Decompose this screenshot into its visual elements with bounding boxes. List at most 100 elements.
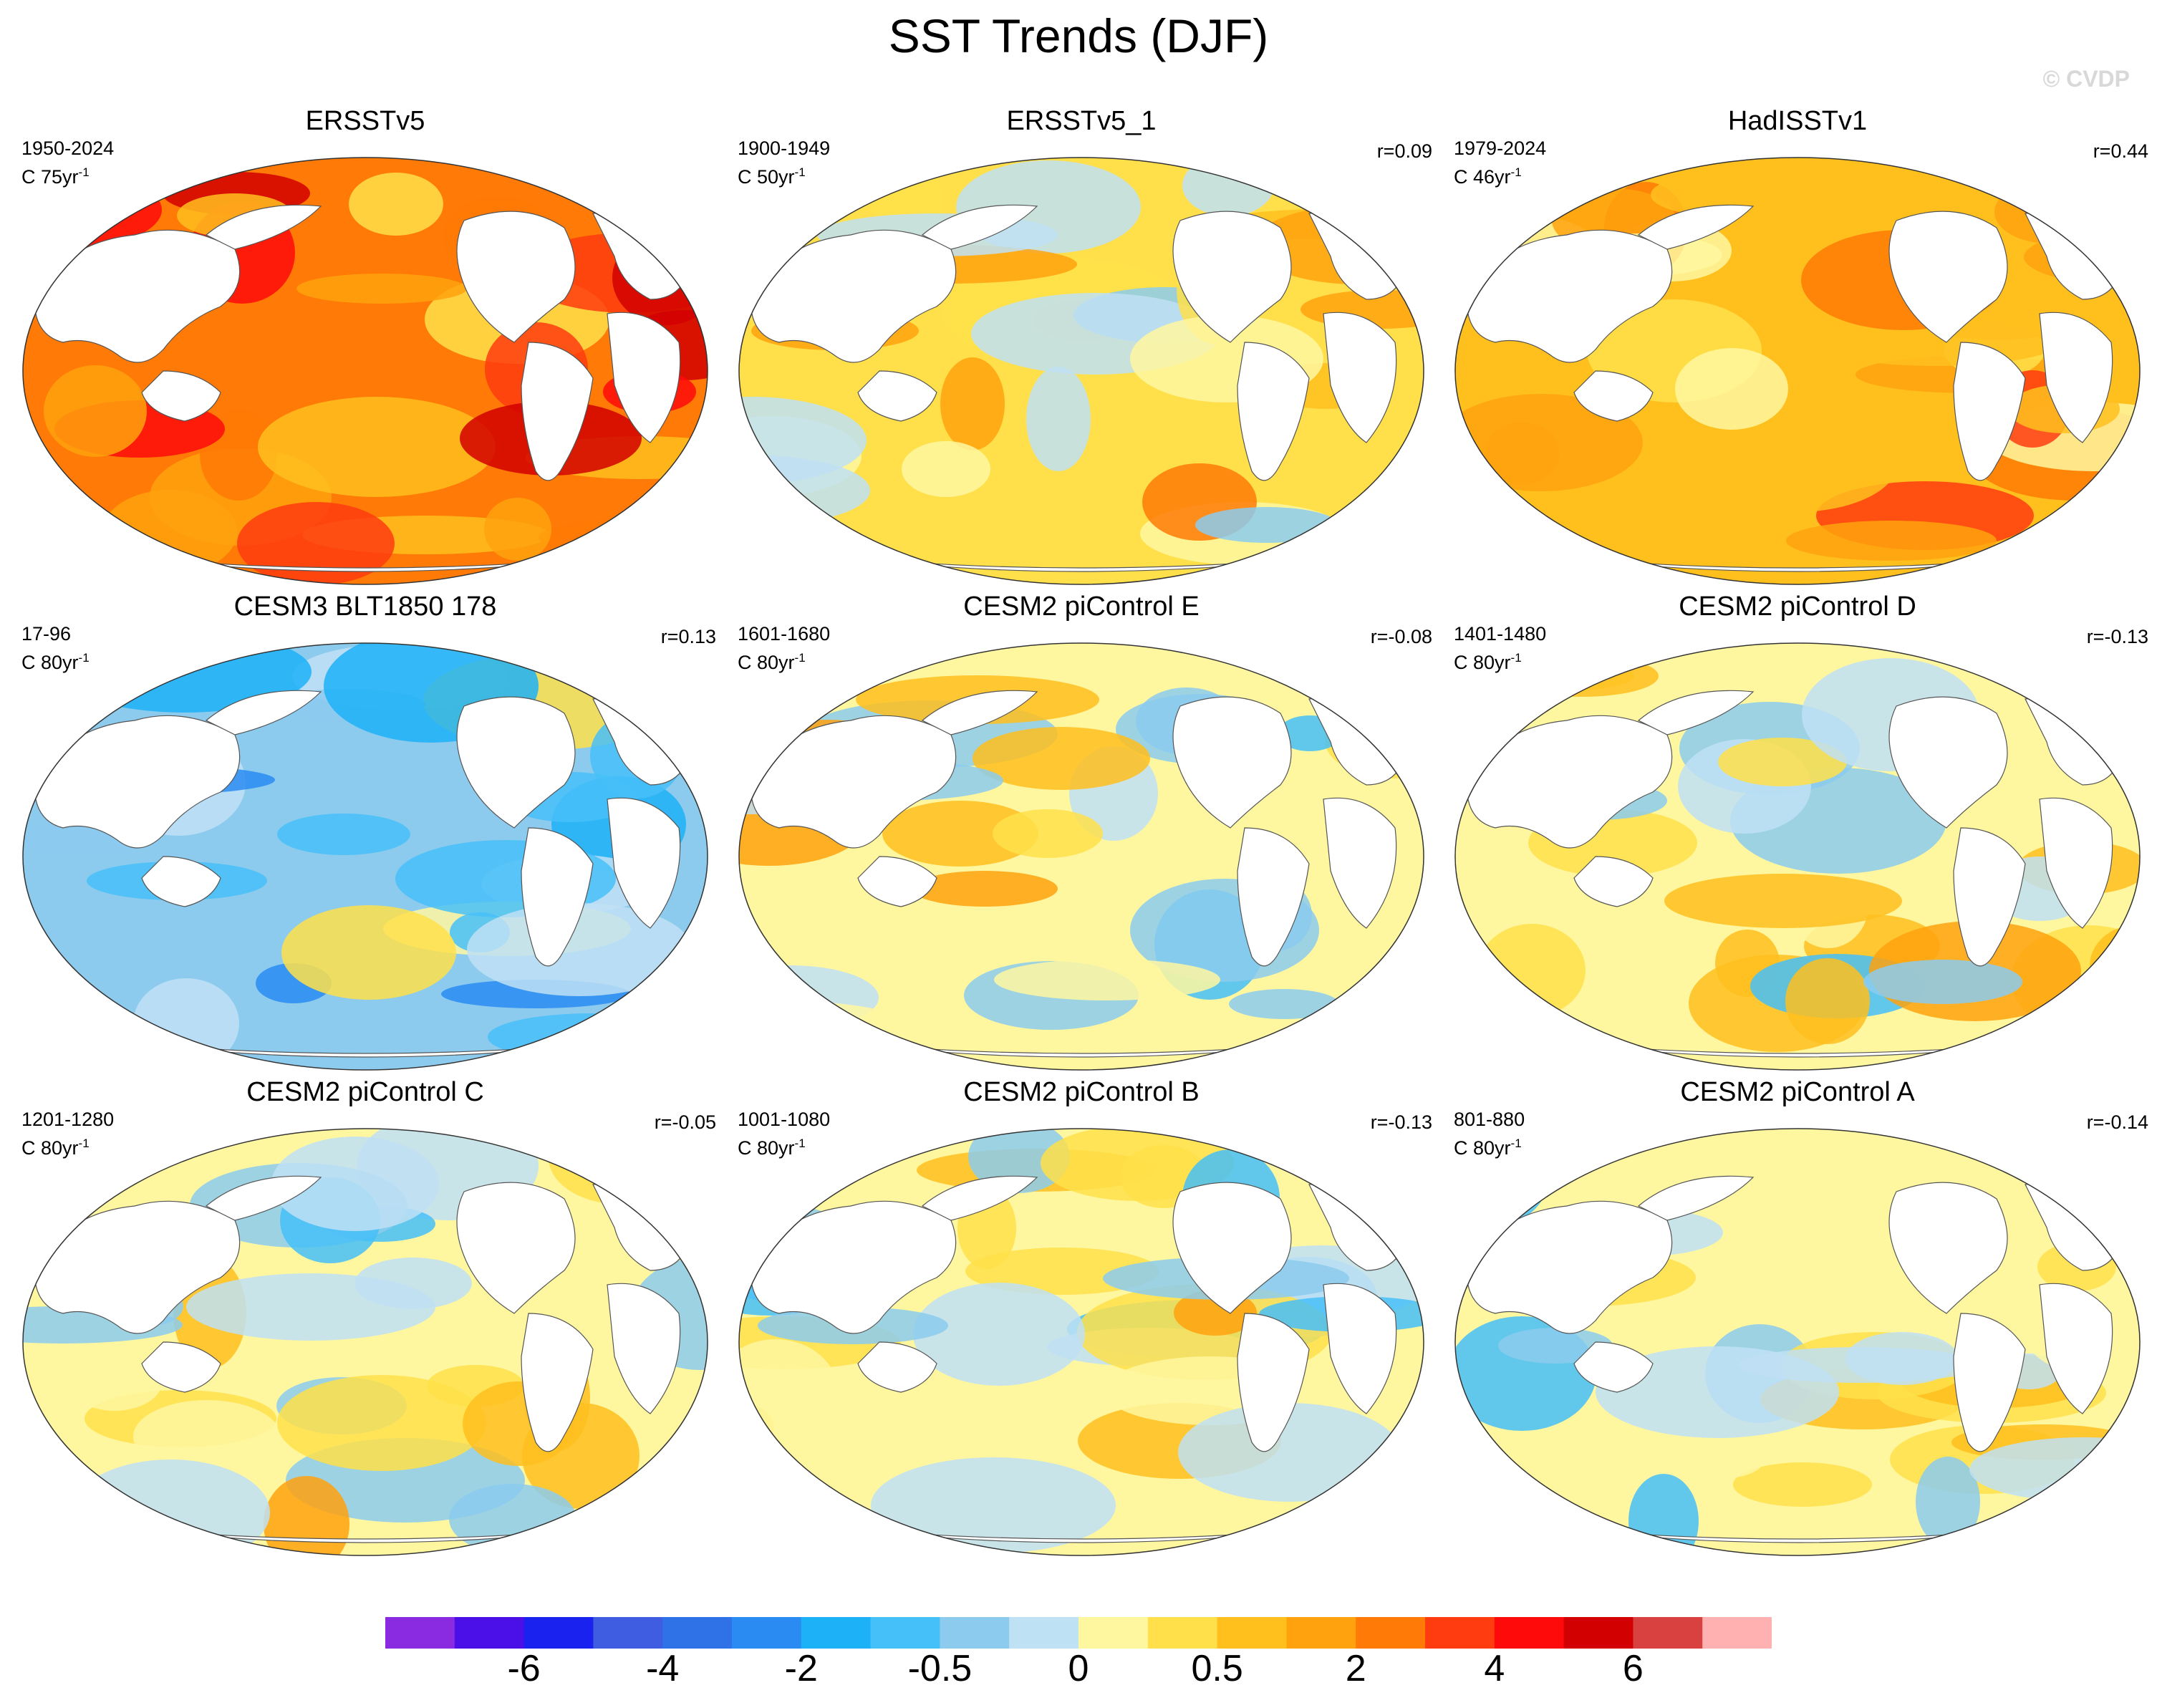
sst-anomaly-patch xyxy=(1636,1447,1762,1481)
sst-anomaly-patch xyxy=(620,175,708,241)
world-map xyxy=(22,1128,708,1556)
colorbar-swatch xyxy=(1286,1617,1356,1649)
sst-anomaly-patch xyxy=(1195,507,1338,543)
sst-anomaly-patch xyxy=(1786,521,1997,561)
colorbar-tick-label: 4 xyxy=(1484,1648,1505,1689)
land-mass xyxy=(1888,696,2008,829)
sst-anomaly-patch xyxy=(1485,423,1559,484)
period-years: 801-880 xyxy=(1454,1109,1525,1130)
sst-anomaly-patch xyxy=(1229,989,1339,1019)
land-mass xyxy=(521,827,594,967)
colorbar-swatch xyxy=(523,1617,594,1649)
land-mass xyxy=(1888,1182,2008,1314)
sst-anomaly-patch xyxy=(186,1273,435,1341)
colorbar xyxy=(385,1617,1772,1649)
sst-anomaly-patch xyxy=(871,1457,1116,1553)
trend-scale: C 75yr xyxy=(21,166,79,188)
land-mass xyxy=(1637,690,1755,735)
panel-correlation: r=-0.13 xyxy=(2086,626,2148,647)
land-mass xyxy=(857,370,937,422)
land-mass xyxy=(1237,342,1310,481)
panel-correlation: r=-0.08 xyxy=(1370,626,1432,647)
sst-field xyxy=(23,643,708,1070)
panel-title: CESM3 BLT1850 178 xyxy=(233,592,497,622)
land-mass xyxy=(1323,312,1397,443)
map-outline xyxy=(1454,642,2141,1071)
colorbar-swatch xyxy=(1563,1617,1634,1649)
sst-anomaly-patch xyxy=(1916,1457,1980,1547)
trend-exponent: -1 xyxy=(1510,165,1522,179)
panel-title: CESM2 piControl B xyxy=(963,1077,1200,1107)
sst-anomaly-patch xyxy=(1785,958,1870,1044)
period-years: 1201-1280 xyxy=(21,1109,115,1130)
period-years: 17-96 xyxy=(21,623,72,645)
sst-anomaly-patch xyxy=(258,397,496,497)
land-mass xyxy=(1466,715,1673,849)
panel-title: CESM2 piControl C xyxy=(246,1077,484,1107)
map-outline xyxy=(1454,1128,2141,1556)
land-mass xyxy=(750,229,957,363)
map-panel-cesm2-picontrol-e: CESM2 piControl E 1601-1680 C 80yr-1 r=-0… xyxy=(723,592,1439,1071)
sst-anomaly-patch xyxy=(913,1283,1085,1386)
sst-field xyxy=(23,1129,708,1555)
sst-anomaly-patch xyxy=(1718,738,1847,786)
panel-correlation: r=-0.05 xyxy=(654,1111,716,1133)
land-mass xyxy=(1237,1313,1310,1452)
trend-exponent: -1 xyxy=(794,651,806,665)
land-mass xyxy=(607,797,681,929)
sst-anomaly-patch xyxy=(277,1375,486,1471)
sst-anomaly-patch xyxy=(281,905,456,1000)
land-mass xyxy=(205,204,322,250)
land-mass xyxy=(2039,312,2113,443)
trend-exponent: -1 xyxy=(1510,1137,1522,1150)
land-mass xyxy=(921,204,1038,250)
trend-scale: C 80yr xyxy=(1454,652,1511,673)
land-mass xyxy=(34,1200,241,1334)
sst-field xyxy=(739,1129,1424,1555)
panel-period: 1201-1280 C 80yr-1 xyxy=(21,1107,114,1160)
trend-exponent: -1 xyxy=(794,1137,806,1150)
land-mass xyxy=(1466,229,1673,363)
colorbar-tick-label: 0 xyxy=(1068,1648,1089,1689)
land-mass xyxy=(141,1341,221,1393)
colorbar-labels: -6 -4 -2 -0.5 0 0.5 2 4 6 xyxy=(385,1647,1772,1704)
colorbar-swatch xyxy=(1494,1617,1565,1649)
trend-exponent: -1 xyxy=(1510,651,1522,665)
panel-correlation: r=0.09 xyxy=(1376,140,1432,162)
panel-correlation: r=-0.14 xyxy=(2086,1111,2148,1133)
land-mass xyxy=(456,211,576,343)
land-mass xyxy=(141,370,221,422)
sst-anomaly-patch xyxy=(484,498,551,561)
land-mass xyxy=(1573,370,1654,422)
map-outline xyxy=(738,157,1424,585)
colorbar-swatch xyxy=(1356,1617,1426,1649)
map-outline xyxy=(738,642,1424,1071)
sst-anomaly-patch xyxy=(1733,1462,1872,1507)
map-outline xyxy=(738,1128,1424,1556)
land-mass xyxy=(607,312,681,443)
trend-exponent: -1 xyxy=(78,1137,90,1150)
sst-anomaly-patch xyxy=(912,871,1058,907)
panel-title: CESM2 piControl A xyxy=(1680,1077,1915,1107)
colorbar-swatch xyxy=(1147,1617,1218,1649)
land-mass xyxy=(857,856,937,907)
land-mass xyxy=(1172,1182,1292,1314)
world-map xyxy=(1454,157,2141,585)
colorbar-swatch xyxy=(940,1617,1010,1649)
sst-anomaly-patch xyxy=(1863,960,2022,1004)
sst-anomaly-patch xyxy=(1694,413,1898,512)
land-mass xyxy=(750,1200,957,1334)
land-mass xyxy=(1637,1175,1755,1221)
colorbar-tick-label: -6 xyxy=(507,1648,541,1689)
panel-period: 1979-2024 C 46yr-1 xyxy=(1454,136,1546,189)
land-mass xyxy=(1323,1283,1397,1414)
colorbar-tick-label: -2 xyxy=(784,1648,818,1689)
map-panel-erssstv5: ERSSTv5 1950-2024 C 75yr-1 xyxy=(7,106,723,586)
colorbar-swatch xyxy=(385,1617,455,1649)
sst-anomaly-patch xyxy=(940,357,1005,450)
land-mass xyxy=(1172,696,1292,829)
map-panel-cesm3-blt1850: CESM3 BLT1850 178 17-96 C 80yr-1 r=0.13 xyxy=(7,592,723,1071)
panel-period: 1900-1949 C 50yr-1 xyxy=(738,136,830,189)
sst-anomaly-patch xyxy=(1178,1403,1400,1502)
world-map xyxy=(1454,1128,2141,1556)
